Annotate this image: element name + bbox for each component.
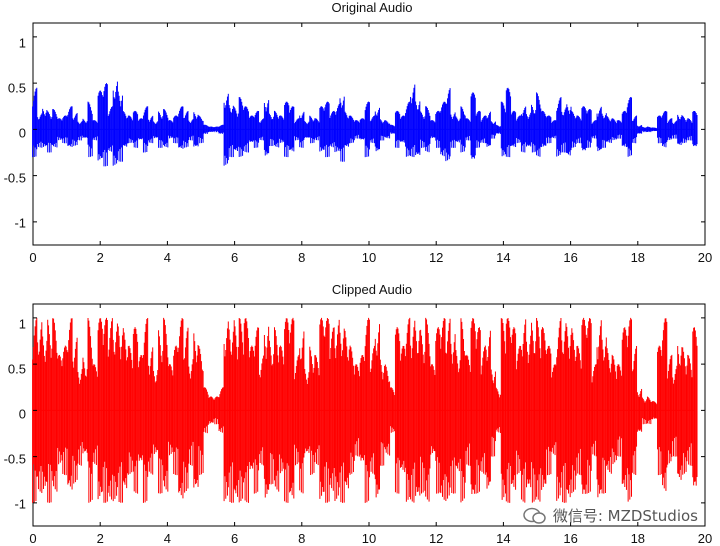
xtick-label: 2 [97,531,104,546]
wechat-icon [523,507,546,524]
ytick-label: -0.5 [4,171,26,186]
xtick-label: 8 [298,250,305,265]
xtick-label: 10 [362,250,376,265]
xtick-label: 6 [231,250,238,265]
ytick-labels-clipped: -1 -0.5 0 0.5 1 [4,317,26,512]
ytick-label: 1 [19,36,26,51]
plot-clipped-audio: Clipped Audio 0 2 4 6 8 10 12 14 16 18 2… [4,282,713,546]
xtick-label: 0 [29,250,36,265]
xtick-labels-clipped: 0 2 4 6 8 10 12 14 16 18 20 [29,531,712,546]
xtick-label: 6 [231,531,238,546]
ytick-label: -1 [14,497,26,512]
waveform-original [32,81,698,167]
watermark-text: 微信号: MZDStudios [552,507,698,525]
plot-original-audio: Original Audio 0 2 4 6 8 10 12 14 16 18 … [4,0,713,265]
xtick-label: 16 [563,531,577,546]
xtick-label: 2 [97,250,104,265]
xtick-label: 20 [698,531,712,546]
xtick-labels-original: 0 2 4 6 8 10 12 14 16 18 20 [29,250,712,265]
xtick-label: 8 [298,531,305,546]
ytick-label: 0 [19,126,26,141]
xtick-label: 12 [429,250,443,265]
xtick-label: 18 [631,250,645,265]
ticks-clipped [32,304,706,526]
ytick-label: 1 [19,317,26,332]
xtick-label: 14 [496,250,510,265]
ytick-labels-original: -1 -0.5 0 0.5 1 [4,36,26,231]
plot-title-original: Original Audio [332,0,413,15]
watermark: 微信号: MZDStudios [523,505,698,526]
xtick-label: 4 [164,250,171,265]
xtick-label: 0 [29,531,36,546]
waveform-clipped [32,317,698,503]
ytick-label: 0.5 [8,362,26,377]
xtick-label: 20 [698,250,712,265]
ticks-original [32,23,706,245]
xtick-label: 18 [631,531,645,546]
xtick-label: 4 [164,531,171,546]
ytick-label: -1 [14,216,26,231]
ytick-label: 0 [19,407,26,422]
xtick-label: 16 [563,250,577,265]
xtick-label: 12 [429,531,443,546]
xtick-label: 14 [496,531,510,546]
plot-title-clipped: Clipped Audio [332,282,412,297]
ytick-label: 0.5 [8,81,26,96]
ytick-label: -0.5 [4,452,26,467]
xtick-label: 10 [362,531,376,546]
